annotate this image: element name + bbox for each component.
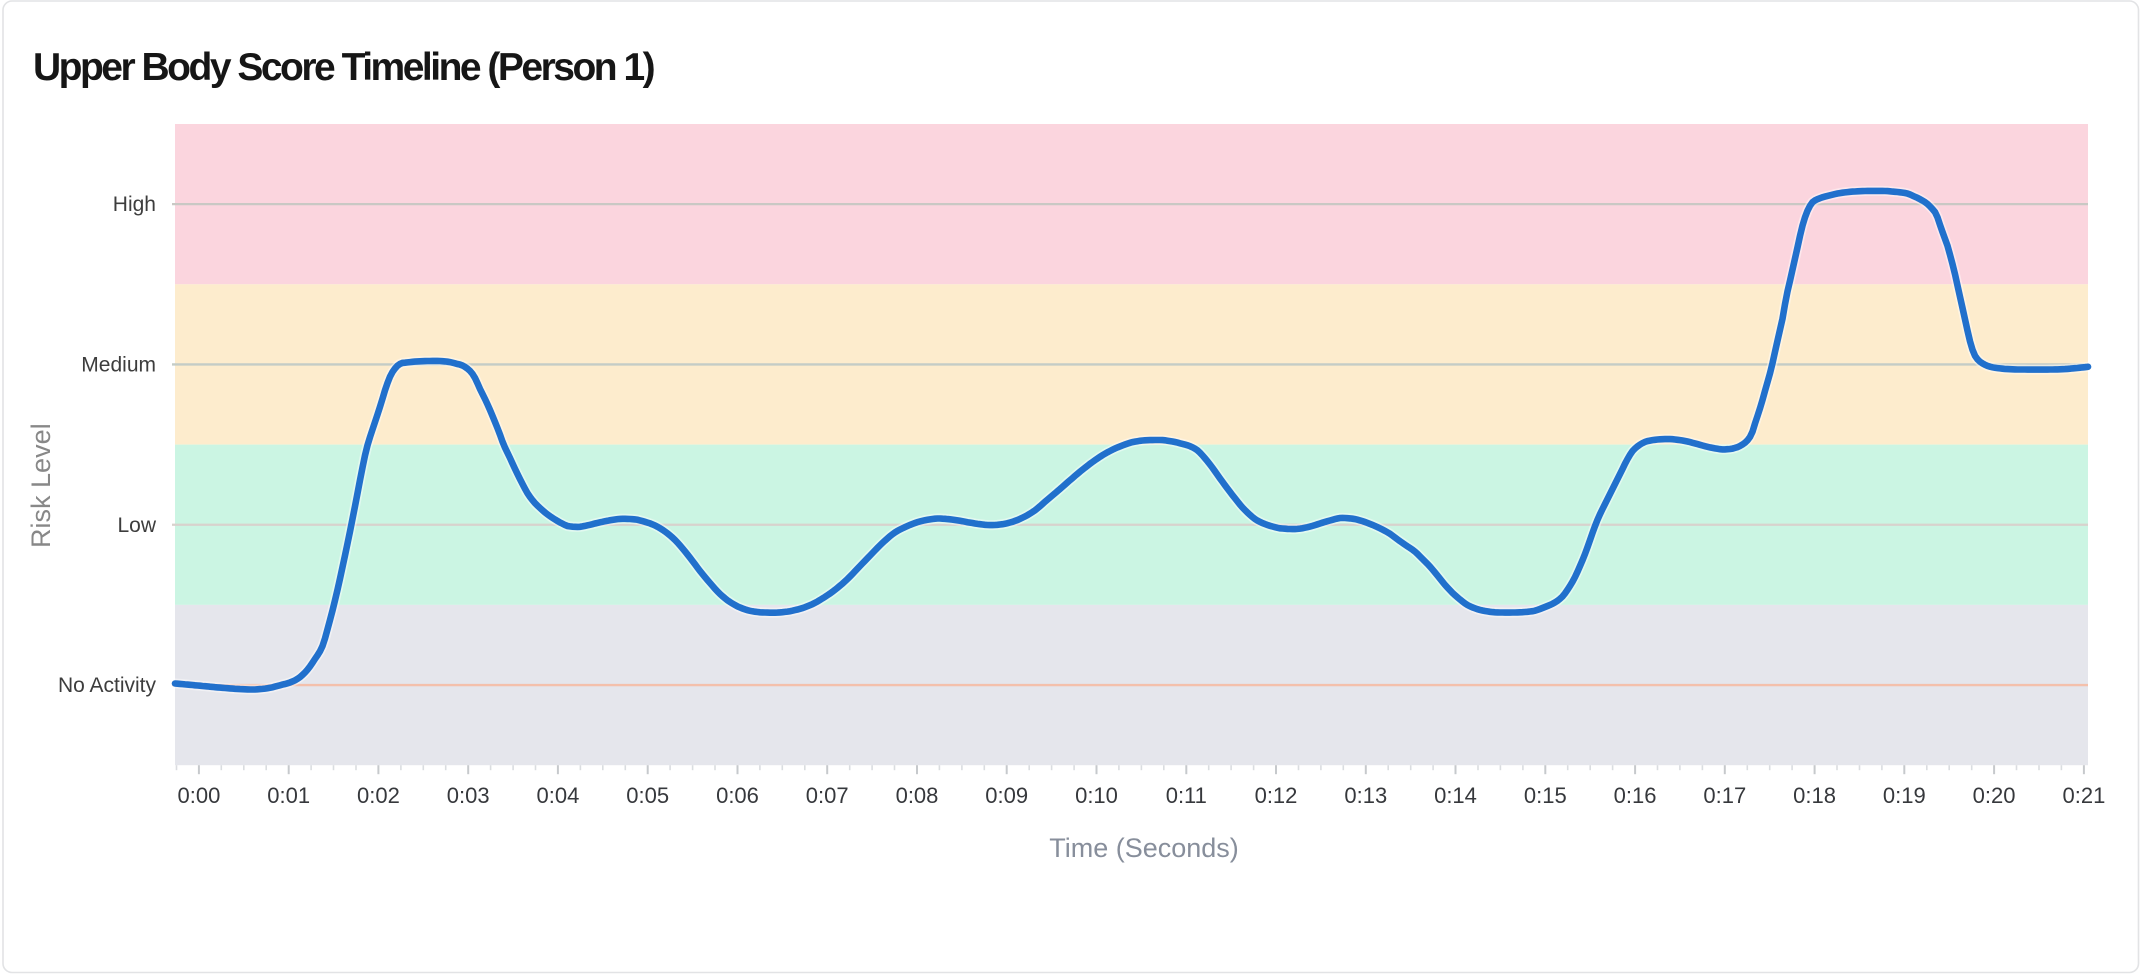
svg-text:0:16: 0:16 [1614,783,1657,808]
svg-text:0:15: 0:15 [1524,783,1567,808]
svg-text:0:05: 0:05 [626,783,669,808]
svg-text:Medium: Medium [81,353,156,376]
svg-text:0:00: 0:00 [177,783,220,808]
svg-text:Upper Body Score Timeline (Per: Upper Body Score Timeline (Person 1) [33,46,655,89]
svg-text:0:20: 0:20 [1973,783,2016,808]
svg-text:0:14: 0:14 [1434,783,1477,808]
svg-text:0:12: 0:12 [1255,783,1298,808]
svg-text:0:07: 0:07 [806,783,849,808]
svg-text:0:11: 0:11 [1166,783,1207,808]
svg-text:0:06: 0:06 [716,783,759,808]
svg-text:0:08: 0:08 [896,783,939,808]
svg-text:0:18: 0:18 [1793,783,1836,808]
svg-text:0:01: 0:01 [267,783,310,808]
svg-text:Time (Seconds): Time (Seconds) [1049,833,1239,863]
svg-text:0:13: 0:13 [1344,783,1387,808]
svg-text:Low: Low [117,514,156,537]
svg-text:Risk Level: Risk Level [26,423,56,548]
svg-text:High: High [113,193,156,216]
svg-text:0:21: 0:21 [2062,783,2105,808]
svg-text:0:02: 0:02 [357,783,400,808]
svg-text:0:09: 0:09 [985,783,1028,808]
svg-text:0:04: 0:04 [536,783,579,808]
svg-text:0:17: 0:17 [1703,783,1746,808]
svg-text:No Activity: No Activity [58,674,157,697]
svg-text:0:10: 0:10 [1075,783,1118,808]
svg-text:0:19: 0:19 [1883,783,1926,808]
svg-text:0:03: 0:03 [447,783,490,808]
